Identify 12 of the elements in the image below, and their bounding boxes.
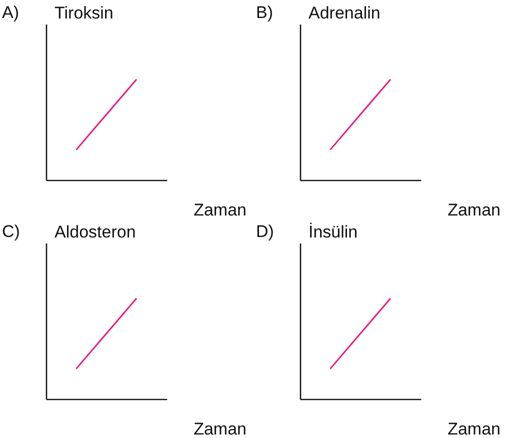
chart-title: D) [256,222,274,241]
x-axis-title: Zaman [194,420,246,438]
chart-title: C) [2,222,20,241]
y-axis-title: Aldosteron [54,222,136,242]
x-axis-title: Zaman [448,420,500,438]
chart-title: B) [256,3,273,22]
x-axis-title: Zaman [194,200,246,220]
y-axis-title: Tiroksin [54,4,114,22]
chart-title: A) [2,3,19,22]
y-axis-title: Adrenalin [308,4,380,22]
y-axis-title: İnsülin [308,222,358,242]
x-axis-title: Zaman [448,200,500,220]
